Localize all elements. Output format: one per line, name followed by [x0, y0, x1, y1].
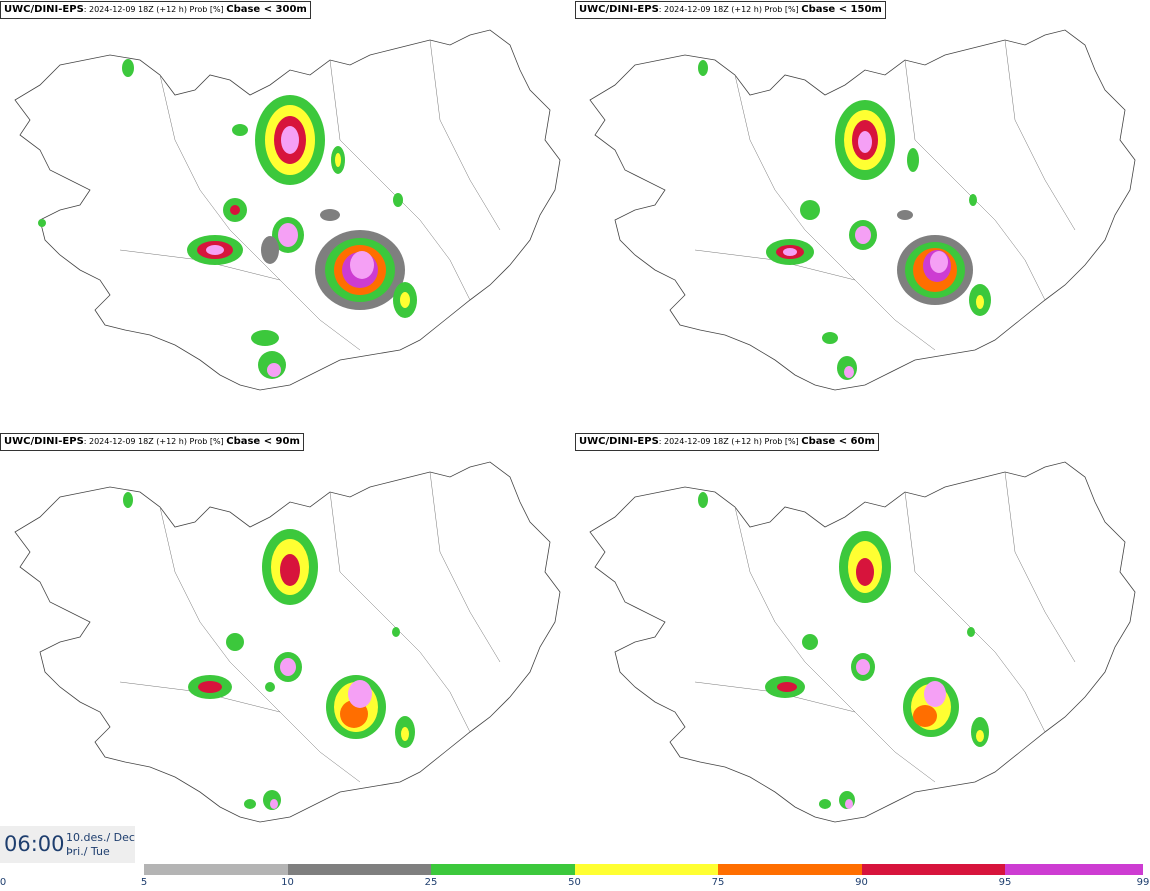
- legend-swatch: [1005, 864, 1143, 875]
- valid-date-line-1: 10.des./ Dec: [66, 831, 135, 844]
- panel-meta: : 2024-12-09 18Z (+12 h) Prob [%]: [83, 5, 227, 14]
- legend-tick-label: 50: [568, 877, 581, 888]
- map-panel-60m: UWC/DINI-EPS: 2024-12-09 18Z (+12 h) Pro…: [575, 432, 1150, 862]
- panel-title: UWC/DINI-EPS: 2024-12-09 18Z (+12 h) Pro…: [0, 433, 304, 451]
- probability-fields: [123, 492, 415, 810]
- panel-title: UWC/DINI-EPS: 2024-12-09 18Z (+12 h) Pro…: [0, 1, 311, 19]
- region-borders: [694, 39, 1076, 351]
- panel-variable: Cbase < 90m: [226, 436, 300, 447]
- probability-fields: [698, 492, 989, 809]
- panel-source: UWC/DINI-EPS: [4, 436, 84, 447]
- iceland-map: [14, 461, 561, 823]
- color-legend: 0 5 10 25 50 75 90 95 99: [0, 862, 1150, 891]
- iceland-map: [589, 29, 1136, 391]
- panel-source: UWC/DINI-EPS: [579, 436, 659, 447]
- legend-tick-label: 25: [424, 877, 438, 888]
- panel-variable: Cbase < 150m: [801, 4, 882, 15]
- valid-time: 06:00: [4, 832, 65, 856]
- panel-title: UWC/DINI-EPS: 2024-12-09 18Z (+12 h) Pro…: [575, 1, 886, 19]
- panel-source: UWC/DINI-EPS: [4, 4, 84, 15]
- valid-date-line-2: Þri./ Tue: [66, 845, 110, 858]
- region-borders: [694, 471, 1076, 783]
- legend-swatch: [144, 864, 288, 875]
- region-borders: [119, 39, 501, 351]
- legend-tick-label: 0: [0, 877, 7, 888]
- panel-title: UWC/DINI-EPS: 2024-12-09 18Z (+12 h) Pro…: [575, 433, 879, 451]
- legend-swatch: [287, 864, 431, 875]
- map-panel-300m: UWC/DINI-EPS: 2024-12-09 18Z (+12 h) Pro…: [0, 0, 575, 430]
- legend-swatch: [431, 864, 575, 875]
- probability-fields: [38, 59, 417, 379]
- legend-tick-label: 75: [711, 877, 725, 888]
- legend-tick-label: 90: [855, 877, 868, 888]
- valid-time-box: 06:00 10.des./ Dec Þri./ Tue: [0, 826, 135, 863]
- panel-meta: : 2024-12-09 18Z (+12 h) Prob [%]: [658, 5, 802, 14]
- legend-swatch: [718, 864, 862, 875]
- panel-meta: : 2024-12-09 18Z (+12 h) Prob [%]: [658, 437, 802, 446]
- map-panel-90m: UWC/DINI-EPS: 2024-12-09 18Z (+12 h) Pro…: [0, 432, 575, 862]
- coastline: [14, 29, 561, 391]
- legend-tick-label: 95: [998, 877, 1012, 888]
- panel-meta: : 2024-12-09 18Z (+12 h) Prob [%]: [83, 437, 227, 446]
- iceland-map: [589, 461, 1136, 823]
- legend-swatch: [861, 864, 1005, 875]
- map-panel-150m: UWC/DINI-EPS: 2024-12-09 18Z (+12 h) Pro…: [575, 0, 1150, 430]
- coastline: [589, 29, 1136, 391]
- iceland-map: [14, 29, 561, 391]
- panel-source: UWC/DINI-EPS: [579, 4, 659, 15]
- legend-tick-label: 10: [281, 877, 294, 888]
- legend-swatch: [574, 864, 718, 875]
- coastline: [589, 461, 1136, 823]
- legend-tick-label: 99: [1136, 877, 1150, 888]
- region-borders: [119, 471, 501, 783]
- legend-tick-label: 5: [140, 877, 148, 888]
- panel-variable: Cbase < 300m: [226, 4, 307, 15]
- panel-variable: Cbase < 60m: [801, 436, 875, 447]
- probability-fields: [698, 60, 991, 380]
- coastline: [14, 461, 561, 823]
